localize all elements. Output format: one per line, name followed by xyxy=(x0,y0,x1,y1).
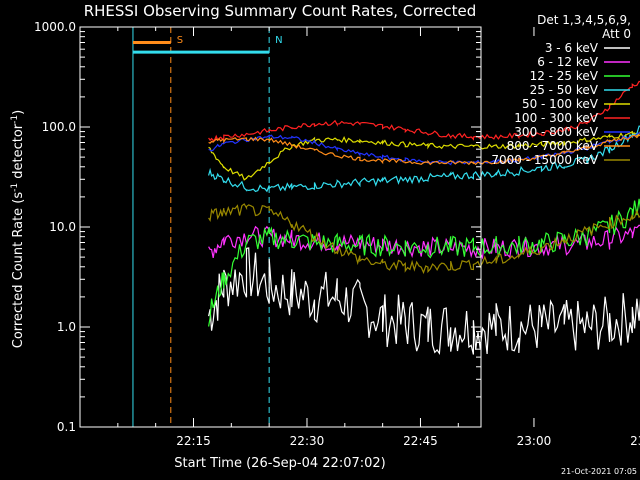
x-tick-label: 22:15 xyxy=(176,434,211,448)
legend-header-line-1: Det 1,3,4,5,6,9, xyxy=(537,13,631,27)
chart-title: RHESSI Observing Summary Count Rates, Co… xyxy=(84,2,477,20)
y-axis-label: Corrected Count Rate (s-1 detector-1) xyxy=(10,110,26,348)
series-line xyxy=(208,134,640,166)
y-axis-label-main: Corrected Count Rate (s xyxy=(11,192,26,349)
series-line xyxy=(208,125,640,193)
legend-label: 50 - 100 keV xyxy=(522,97,599,111)
legend-label: 6 - 12 keV xyxy=(537,55,599,69)
y-axis-label-sup2: -1 xyxy=(10,115,20,124)
legend-label: 12 - 25 keV xyxy=(530,69,599,83)
series-line xyxy=(208,198,640,327)
y-axis-label-tail: detector xyxy=(11,123,26,183)
series-line xyxy=(208,247,640,356)
legend-label: 7000 - 15000 keV xyxy=(491,153,598,167)
series-line xyxy=(208,132,640,166)
marker-label: N xyxy=(275,35,282,46)
date-stamp: 21-Oct-2021 07:05 xyxy=(561,467,637,476)
y-tick-label: 10.0 xyxy=(49,220,76,234)
y-tick-label: 0.1 xyxy=(57,420,76,434)
legend-label: 800 - 7000 keV xyxy=(507,139,599,153)
series-line xyxy=(208,80,640,142)
y-axis-label-end: ) xyxy=(11,110,26,115)
series-lines xyxy=(208,80,640,356)
marker-label: S xyxy=(177,35,183,46)
x-tick-label: 22:30 xyxy=(290,434,325,448)
y-axis-label-sup: -1 xyxy=(10,183,20,192)
legend-label: 300 - 800 keV xyxy=(514,125,598,139)
legend-header-line-2: Att 0 xyxy=(602,27,631,41)
legend-label: 3 - 6 keV xyxy=(545,41,599,55)
axes xyxy=(79,26,535,428)
y-tick-label: 1000.0 xyxy=(34,20,76,34)
series-line xyxy=(208,203,640,275)
series-line xyxy=(208,224,640,260)
x-axis-label: Start Time (26-Sep-04 22:07:02) xyxy=(174,456,385,471)
legend-label: 25 - 50 keV xyxy=(530,83,599,97)
legend-label: 100 - 300 keV xyxy=(514,111,598,125)
tick-labels: 1000.0 100.0 10.0 1.0 0.1 22:15 22:30 22:45 23:0… xyxy=(34,20,640,448)
x-tick-label: 23:15 xyxy=(630,434,640,448)
x-tick-label: 23:00 xyxy=(517,434,552,448)
y-tick-label: 1.0 xyxy=(57,320,76,334)
y-tick-label: 100.0 xyxy=(42,120,76,134)
x-tick-label: 22:45 xyxy=(403,434,438,448)
